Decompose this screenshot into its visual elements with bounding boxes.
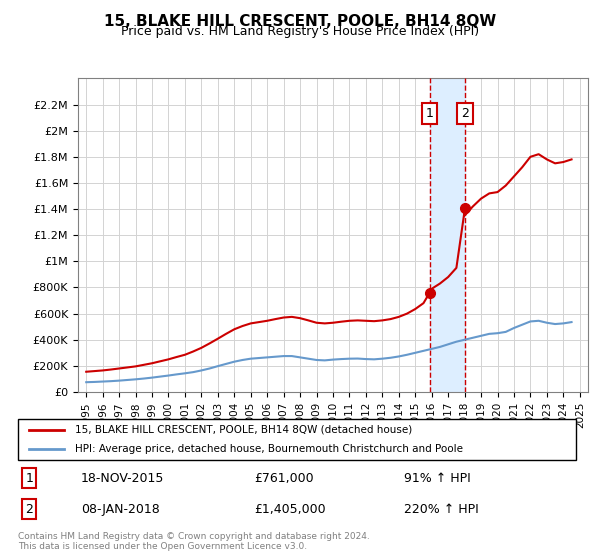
Text: 1: 1 bbox=[426, 107, 434, 120]
Bar bbox=[430, 78, 465, 392]
Text: 18-NOV-2015: 18-NOV-2015 bbox=[81, 472, 164, 484]
Text: 08-JAN-2018: 08-JAN-2018 bbox=[81, 502, 160, 516]
Text: Contains HM Land Registry data © Crown copyright and database right 2024.
This d: Contains HM Land Registry data © Crown c… bbox=[18, 532, 370, 552]
Text: 15, BLAKE HILL CRESCENT, POOLE, BH14 8QW (detached house): 15, BLAKE HILL CRESCENT, POOLE, BH14 8QW… bbox=[76, 424, 413, 435]
Text: 2: 2 bbox=[25, 502, 33, 516]
Text: £1,405,000: £1,405,000 bbox=[254, 502, 326, 516]
Text: 2: 2 bbox=[461, 107, 469, 120]
Text: 91% ↑ HPI: 91% ↑ HPI bbox=[404, 472, 470, 484]
Text: 15, BLAKE HILL CRESCENT, POOLE, BH14 8QW: 15, BLAKE HILL CRESCENT, POOLE, BH14 8QW bbox=[104, 14, 496, 29]
Text: Price paid vs. HM Land Registry's House Price Index (HPI): Price paid vs. HM Land Registry's House … bbox=[121, 25, 479, 38]
Text: £761,000: £761,000 bbox=[254, 472, 314, 484]
FancyBboxPatch shape bbox=[18, 419, 577, 460]
Text: 220% ↑ HPI: 220% ↑ HPI bbox=[404, 502, 478, 516]
Text: 1: 1 bbox=[25, 472, 33, 484]
Text: HPI: Average price, detached house, Bournemouth Christchurch and Poole: HPI: Average price, detached house, Bour… bbox=[76, 445, 463, 455]
